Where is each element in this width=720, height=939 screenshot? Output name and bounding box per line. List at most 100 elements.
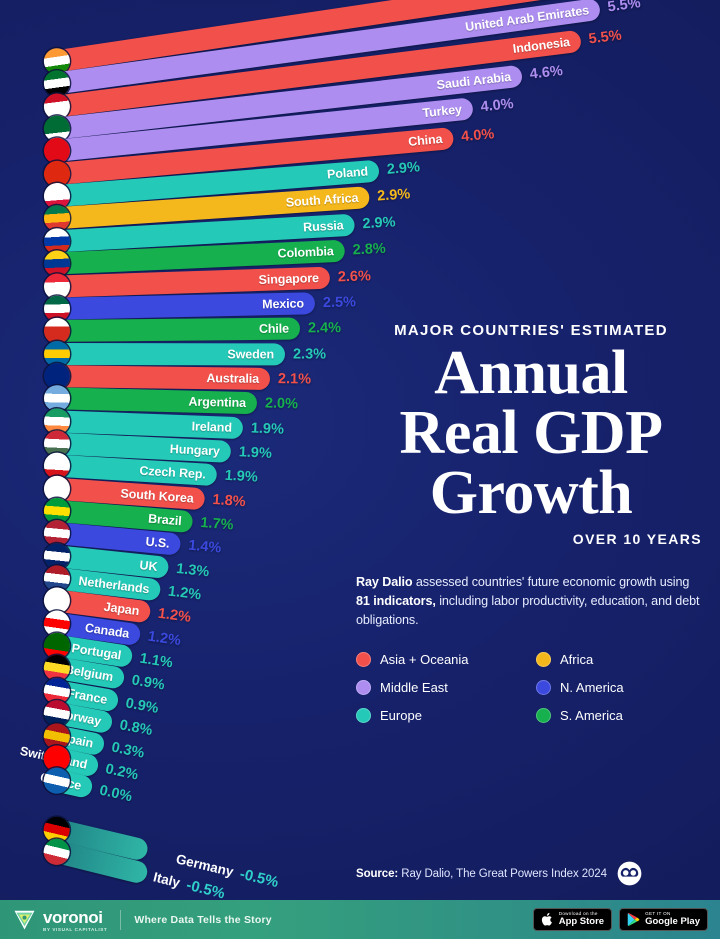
legend-item: Africa (536, 652, 706, 668)
title-line-3: Growth (429, 459, 633, 528)
bar-value-label: 2.1% (277, 371, 312, 388)
brand-subtitle: BY VISUAL CAPITALIST (43, 926, 108, 932)
bar-country-label: Mexico (262, 296, 305, 312)
bar-country-label: Sweden (227, 346, 275, 361)
bar-value-label: 0.3% (110, 739, 146, 762)
legend-color-swatch (356, 708, 371, 724)
bar-value-label: 0.0% (97, 782, 134, 806)
bar-value-label: 2.4% (307, 320, 342, 337)
legend-color-swatch (356, 652, 371, 668)
title-subtitle: OVER 10 YEARS (572, 531, 702, 548)
app-store-badge[interactable]: Download on the App Store (532, 908, 613, 931)
bar-country-label: Italy (151, 868, 182, 890)
description-bold-2: 81 indicators, (356, 594, 436, 609)
bar-country-label: Japan (102, 600, 141, 619)
bar-country-label: Brazil (147, 511, 183, 529)
bar-value-label: 1.8% (212, 491, 247, 510)
description-lead: Ray Dalio (356, 575, 413, 590)
chart-bar: Mexico 2.5% (43, 292, 356, 322)
apple-icon (541, 912, 552, 926)
bar-country-label: Hungary (169, 441, 221, 459)
title-panel: MAJOR COUNTRIES' ESTIMATED Annual Real G… (356, 322, 706, 724)
app-store-small-text: Download on the (558, 910, 598, 916)
bar-country-label: Turkey (421, 102, 463, 121)
description-text: Ray Dalio assessed countries' future eco… (356, 573, 706, 630)
bar-country-label: UK (138, 557, 159, 574)
bar-value-label: 2.9% (362, 214, 396, 233)
title-line-2: Real GDP (399, 399, 663, 468)
bar-country-label: Russia (302, 218, 344, 235)
bar-value-label: 1.9% (250, 420, 285, 438)
chart-bar: Australia 2.1% (43, 362, 311, 390)
bar-value-label: 2.9% (376, 186, 411, 205)
bar-country-label: South Korea (120, 486, 195, 506)
bar-value-label: 1.2% (157, 606, 192, 627)
google-play-big-text: Google Play (645, 915, 700, 927)
bar-value-label: 1.2% (146, 628, 182, 649)
description-part-1: assessed countries' future economic grow… (412, 575, 690, 590)
bar-country-label: Ireland (191, 418, 233, 435)
title-line-1: Annual (434, 339, 628, 407)
legend-label: Middle East (380, 680, 448, 696)
google-play-badge[interactable]: GET IT ON Google Play (619, 908, 708, 931)
bar-country-label: Australia (206, 371, 260, 386)
legend-label: N. America (560, 680, 624, 696)
bar-value-label: 2.5% (322, 294, 357, 311)
bar-value-label: 0.9% (130, 672, 166, 695)
google-play-small-text: GET IT ON (645, 910, 671, 916)
bar-country-label: Indonesia (511, 34, 571, 56)
visual-capitalist-logo-icon (617, 861, 642, 886)
source-line: Source: Ray Dalio, The Great Powers Inde… (356, 861, 642, 886)
chart-bar-row: Sweden 2.3% (0, 340, 326, 367)
bar-value-label: 0.8% (118, 717, 154, 740)
bar-value-label: 4.0% (460, 125, 495, 145)
bar-country-label: Colombia (277, 244, 335, 261)
chart-bar: Chile 2.4% (43, 317, 341, 345)
legend: Asia + Oceania Africa Middle East N. Americ… (356, 652, 706, 724)
source-label: Source: (356, 867, 399, 880)
bar-country-label: Poland (326, 164, 369, 182)
bar-country-label: Czech Rep. (139, 463, 207, 482)
bar-value-label: 0.9% (124, 695, 160, 717)
legend-item: Middle East (356, 680, 526, 696)
legend-item: N. America (536, 680, 706, 696)
bar-value-label: 1.1% (138, 650, 174, 672)
bar-value-label: 2.0% (264, 395, 299, 413)
footer-divider (120, 909, 122, 930)
bar-country-label: Chile (258, 321, 290, 337)
voronoi-brand[interactable]: voronoi BY VISUAL CAPITALIST (12, 907, 107, 932)
bar-country-label: Argentina (188, 394, 247, 411)
kicker-text: MAJOR COUNTRIES' ESTIMATED (394, 322, 668, 339)
bar-value-label: 4.6% (528, 62, 564, 83)
app-badges: Download on the App Store GET IT ON Goog… (532, 908, 708, 931)
description-part-2: including labor productivity, education,… (356, 594, 700, 628)
footer-bar: voronoi BY VISUAL CAPITALIST Where Data … (0, 900, 720, 939)
bar-value-label: 2.3% (292, 345, 327, 363)
bar-value-label: 1.7% (199, 514, 235, 534)
source-text: Ray Dalio, The Great Powers Index 2024 (401, 867, 607, 880)
legend-color-swatch (536, 708, 551, 724)
legend-label: Asia + Oceania (380, 652, 469, 668)
bar-country-label: Canada (84, 620, 131, 641)
legend-label: S. America (560, 708, 623, 724)
legend-item: Asia + Oceania (356, 652, 526, 668)
legend-item: Europe (356, 708, 526, 724)
app-store-big-text: App Store (558, 915, 605, 927)
bar-value-label: 5.5% (606, 0, 642, 16)
footer-tagline: Where Data Tells the Story (134, 913, 272, 926)
bar-country-label: Singapore (258, 270, 320, 287)
bar-value-label: 0.2% (103, 760, 140, 784)
page-title: Annual Real GDP Growth (356, 339, 706, 528)
bar-value-label: 1.9% (238, 444, 273, 462)
chart-bar: Sweden 2.3% (43, 340, 326, 367)
bar-value-label: 1.4% (187, 537, 223, 557)
bar-value-label: -0.5% (238, 864, 281, 891)
legend-color-swatch (536, 680, 551, 696)
bar-value-label: 1.2% (167, 583, 202, 604)
legend-label: Africa (560, 652, 594, 668)
bar-value-label: 2.9% (386, 159, 421, 178)
legend-item: S. America (536, 708, 706, 724)
google-play-icon (627, 913, 640, 926)
legend-label: Europe (380, 708, 422, 724)
